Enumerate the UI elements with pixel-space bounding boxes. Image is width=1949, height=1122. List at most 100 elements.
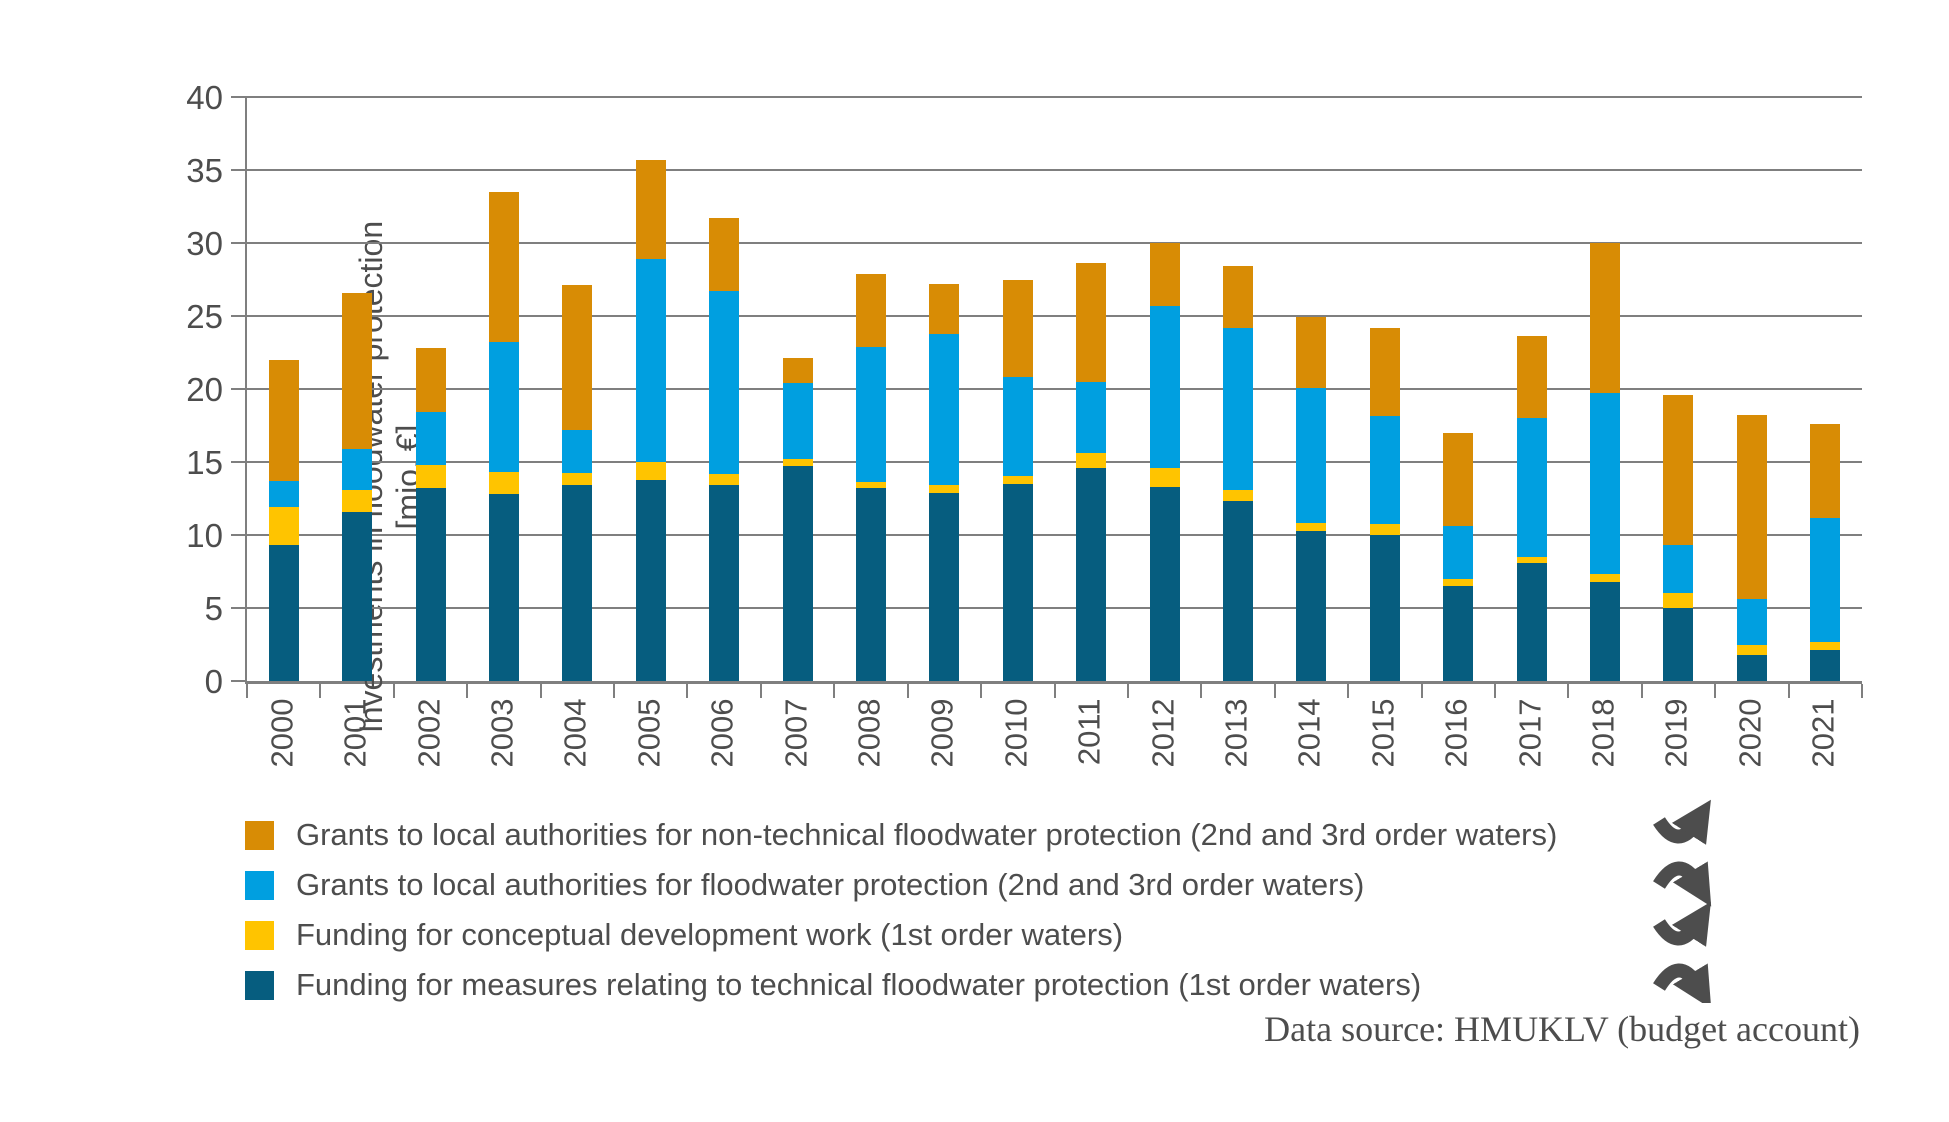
stacked-bar-2004	[562, 97, 593, 681]
x-axis-label-2002: 2002	[411, 698, 447, 768]
bar-segment	[342, 292, 373, 449]
bar-segment	[709, 485, 740, 681]
stacked-bar-2008	[855, 97, 886, 681]
bar-segment	[1663, 545, 1694, 594]
y-tick-25	[231, 315, 247, 317]
bar-slot-2013	[1201, 97, 1274, 681]
plot-area: Investments in floodwater protection [mi…	[231, 96, 1863, 733]
x-tick-14	[1273, 684, 1276, 698]
x-axis-label-2004: 2004	[557, 698, 593, 768]
legend-label-0: Grants to local authorities for non-tech…	[296, 817, 1558, 852]
bar-segment	[488, 472, 519, 495]
x-tick-5	[613, 684, 616, 698]
x-tick-19	[1640, 684, 1643, 698]
bar-slot-2005	[614, 97, 687, 681]
y-tick-label-25: 25	[186, 298, 223, 335]
x-tick-3	[466, 684, 469, 698]
bar-segment	[1002, 376, 1033, 476]
bar-segment	[1810, 650, 1841, 681]
x-tick-1	[319, 684, 322, 698]
legend: Grants to local authorities for non-tech…	[245, 810, 1557, 1010]
stacked-bar-2021	[1810, 97, 1841, 681]
x-axis-label-2019: 2019	[1658, 698, 1694, 768]
y-tick-5	[231, 607, 247, 609]
x-tick-13	[1200, 684, 1203, 698]
legend-swatch-0	[245, 820, 274, 850]
gridline-35	[247, 169, 1862, 171]
bar-slot-2004	[541, 97, 614, 681]
bar-series-container	[247, 97, 1862, 681]
legend-label-2: Funding for conceptual development work …	[296, 917, 1124, 952]
bar-segment	[1516, 336, 1547, 419]
x-tick-0	[246, 684, 248, 698]
bar-segment	[1590, 393, 1621, 575]
bar-segment	[562, 429, 593, 473]
bar-segment	[1663, 608, 1694, 681]
bar-segment	[1369, 535, 1400, 681]
x-tick-15	[1347, 684, 1350, 698]
bar-segment	[1076, 381, 1107, 454]
bar-segment	[1002, 279, 1033, 377]
stacked-bar-2005	[635, 97, 666, 681]
y-tick-label-20: 20	[186, 371, 223, 408]
legend-label-1: Grants to local authorities for floodwat…	[296, 867, 1365, 902]
bar-slot-2017	[1495, 97, 1568, 681]
bar-segment	[1443, 526, 1474, 579]
x-tick-2	[392, 684, 395, 698]
bar-segment	[1076, 263, 1107, 382]
bar-segment	[1736, 415, 1767, 600]
bar-segment	[342, 511, 373, 681]
y-tick-40	[231, 96, 247, 98]
legend-item-1: Grants to local authorities for floodwat…	[245, 860, 1557, 910]
x-tick-18	[1567, 684, 1570, 698]
y-tick-20	[231, 388, 247, 390]
x-axis-label-2013: 2013	[1218, 698, 1254, 768]
bar-slot-2009	[908, 97, 981, 681]
y-tick-label-40: 40	[186, 79, 223, 116]
y-tick-label-30: 30	[186, 225, 223, 262]
y-tick-15	[231, 461, 247, 463]
bar-segment	[1222, 501, 1253, 681]
stacked-bar-2007	[782, 97, 813, 681]
bar-segment	[1222, 327, 1253, 490]
legend-item-3: Funding for measures relating to technic…	[245, 960, 1557, 1010]
bar-slot-2012	[1128, 97, 1201, 681]
x-axis-label-2014: 2014	[1291, 698, 1327, 768]
bar-segment	[635, 159, 666, 260]
bar-segment	[855, 273, 886, 347]
bar-slot-2001	[320, 97, 393, 681]
x-tick-7	[759, 684, 762, 698]
bar-slot-2011	[1054, 97, 1127, 681]
x-tick-16	[1420, 684, 1423, 698]
y-tick-label-10: 10	[186, 517, 223, 554]
legend-swatch-3	[245, 970, 274, 1000]
bar-segment	[855, 488, 886, 681]
bar-segment	[1369, 524, 1400, 535]
bar-segment	[1810, 642, 1841, 651]
x-tick-4	[539, 684, 542, 698]
bar-segment	[1296, 387, 1327, 524]
x-axis-label-2003: 2003	[484, 698, 520, 768]
x-tick-6	[686, 684, 689, 698]
bar-segment	[1736, 599, 1767, 645]
bar-segment	[709, 291, 740, 474]
x-tick-9	[906, 684, 909, 698]
bar-segment	[1149, 305, 1180, 468]
x-tick-10	[980, 684, 983, 698]
bar-segment	[855, 346, 886, 482]
bar-segment	[1590, 574, 1621, 582]
bar-segment	[1296, 523, 1327, 531]
y-tick-label-15: 15	[186, 444, 223, 481]
x-axis-label-2009: 2009	[924, 698, 960, 768]
bar-slot-2006	[687, 97, 760, 681]
bar-segment	[929, 492, 960, 681]
gridline-15	[247, 461, 1862, 463]
bar-segment	[268, 507, 299, 546]
bar-segment	[1443, 432, 1474, 527]
bar-slot-2015	[1348, 97, 1421, 681]
legend-swatch-1	[245, 870, 274, 900]
x-axis-label-2001: 2001	[337, 698, 373, 768]
bar-segment	[1516, 556, 1547, 563]
gridline-40	[247, 96, 1862, 98]
